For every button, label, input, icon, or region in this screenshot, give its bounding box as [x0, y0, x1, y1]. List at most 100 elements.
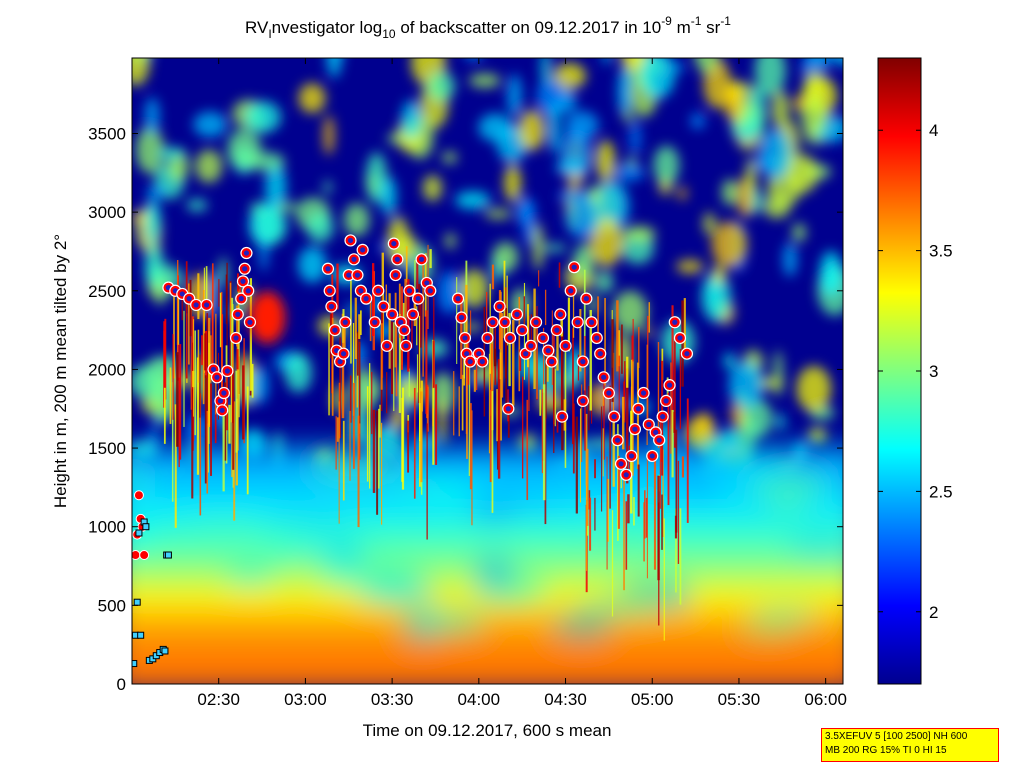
x-tick-label: 02:30 [197, 690, 240, 709]
cloud-detection-core [210, 366, 217, 373]
y-tick-label: 500 [98, 596, 126, 615]
cloud-detection-core [618, 461, 624, 467]
low-detection-point [133, 490, 144, 501]
x-tick-label: 04:00 [458, 690, 501, 709]
plot-frame [131, 57, 844, 685]
y-tick-label: 1500 [88, 439, 126, 458]
cloud-detection-core [398, 319, 404, 325]
cloud-detection-core [663, 398, 669, 404]
cloud-detection-core [235, 311, 241, 317]
cloud-detection-core [214, 374, 220, 380]
cloud-detection-core [394, 256, 400, 262]
cloud-detection-core [424, 280, 430, 286]
cloud-detection-core [245, 288, 251, 294]
colorbar-ticks: 2 2.5 3 3.5 4 [878, 121, 953, 622]
y-axis-label: Height in m, 200 m mean tilted by 2° [51, 234, 70, 508]
x-tick-label: 04:30 [544, 690, 587, 709]
cloud-detection-core [646, 421, 652, 428]
cloud-detection-core [347, 237, 354, 244]
cloud-detection-core [484, 335, 491, 341]
cloud-detection-core [672, 319, 678, 325]
cloud-detections [132, 234, 694, 561]
cloud-detection-core [583, 296, 589, 302]
cloud-detection-core [549, 358, 555, 365]
low-detection-point [139, 550, 150, 561]
cloud-detection-core [410, 311, 416, 317]
cloud-detection-core [391, 240, 397, 247]
cloud-detection-core [415, 296, 421, 302]
cloud-detection-core [594, 335, 600, 341]
cloud-detection-core [242, 266, 248, 272]
cloud-detection-core [219, 407, 225, 413]
cloud-detection-core [401, 327, 407, 333]
cloud-detection-core [533, 319, 539, 325]
cloud-detection-core [497, 303, 503, 310]
cloud-detection-core [247, 319, 253, 325]
cloud-detection-core [653, 429, 659, 435]
cloud-detection-core [640, 390, 647, 396]
colorbar [877, 57, 922, 685]
cloud-detection-core [224, 368, 230, 374]
cloud-detection-core [559, 414, 565, 420]
cloud-detection-core [614, 437, 621, 443]
cloud-detection-core [514, 311, 520, 317]
cloud-detection-core [458, 314, 465, 321]
x-axis: 02:30 03:00 03:30 04:00 04:30 05:00 05:30 06:00 [197, 58, 847, 709]
cloud-detection-core [479, 358, 485, 365]
cloud-detection-core [233, 335, 239, 341]
colorbar-tick-label: 3 [929, 362, 938, 381]
cloud-detection-core [628, 453, 635, 459]
processing-info-box: 3.5XEFUV 5 [100 2500] NH 600 MB 200 RG 1… [821, 728, 999, 762]
x-tick-label: 06:00 [804, 690, 847, 709]
y-tick-label: 1000 [88, 518, 126, 537]
info-line-2: MB 200 RG 15% TI 0 HI 15 [825, 745, 947, 756]
y-tick-label: 2000 [88, 360, 126, 379]
x-tick-label: 05:30 [718, 690, 761, 709]
ground-marker [142, 523, 150, 531]
cloud-detection-core [660, 414, 666, 420]
cloud-detection-core [342, 319, 348, 325]
colorbar-tick-label: 3.5 [929, 242, 953, 261]
x-tick-label: 03:00 [284, 690, 327, 709]
ground-marker [161, 647, 169, 655]
cloud-detection-core [606, 390, 612, 396]
cloud-detection-core [363, 296, 369, 302]
cloud-detection-core [243, 250, 250, 256]
cloud-detection-core [467, 358, 473, 365]
cloud-detection-core [337, 358, 343, 365]
cloud-detection-core [601, 374, 607, 380]
x-axis-label: Time on 09.12.2017, 600 s mean [363, 721, 612, 740]
x-tick-label: 03:30 [371, 690, 414, 709]
cloud-detection-core [588, 319, 595, 325]
cloud-detection-core [545, 347, 551, 354]
cloud-detection-core [656, 437, 662, 443]
cloud-detection-core [358, 288, 364, 294]
cloud-detection-core [677, 335, 683, 341]
cloud-detection-core [384, 343, 390, 349]
cloud-detection-core [490, 319, 496, 325]
cloud-detection-core [375, 288, 381, 294]
cloud-detection-core [340, 351, 347, 357]
cloud-detection-core [360, 247, 366, 253]
cloud-detection-core [502, 319, 508, 325]
ground-markers [132, 518, 172, 668]
cloud-detection-core [580, 358, 586, 365]
y-tick-label: 2500 [88, 282, 126, 301]
cloud-detection-core [240, 278, 246, 284]
cloud-detection-core [528, 343, 534, 349]
cloud-detection-core [354, 272, 361, 278]
cloud-detection-core [623, 472, 629, 478]
cloud-detection-core [327, 288, 333, 294]
cloud-detection-core [325, 266, 331, 272]
cloud-detection-core [635, 406, 641, 412]
chart-title: RVInvestigator log10 of backscatter on 0… [245, 14, 731, 41]
cloud-detection-core [328, 303, 335, 310]
cloud-detection-core [571, 264, 577, 270]
cloud-detection-core [557, 311, 563, 317]
y-axis: 0 500 1000 1500 2000 2500 3000 3500 [88, 124, 843, 694]
cloud-detection-core [666, 382, 673, 388]
cloud-detection-core [217, 398, 224, 404]
cloud-detection-core [332, 327, 338, 333]
cloud-detection-core [455, 296, 461, 302]
